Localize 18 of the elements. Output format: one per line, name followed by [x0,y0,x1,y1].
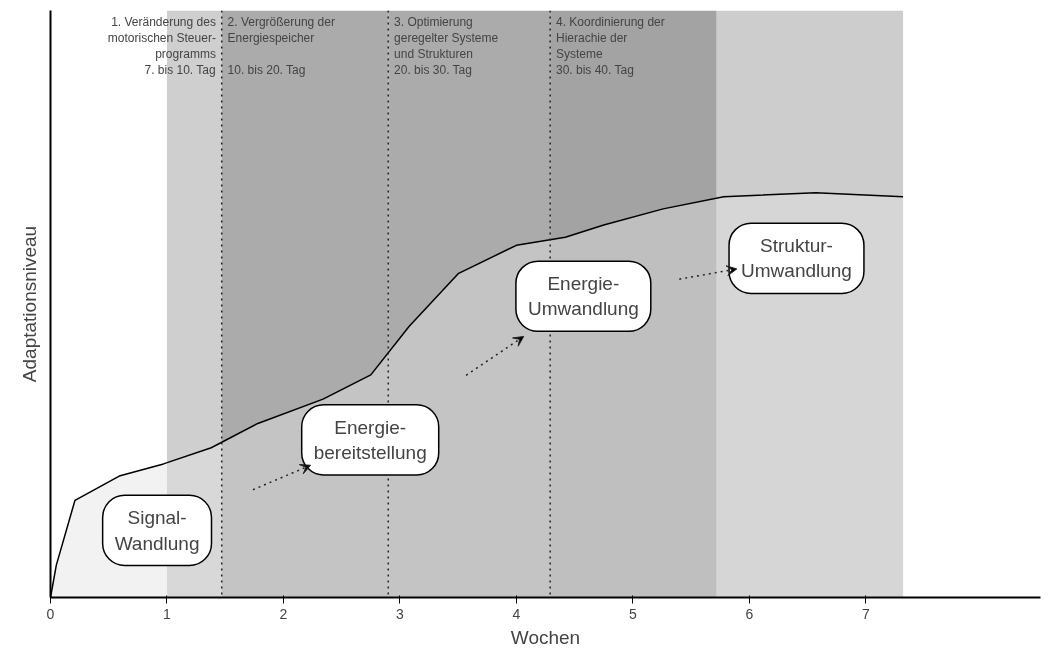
band-label: 3. Optimierung geregelter Systeme und Strukturen 20. bis 30. Tag [394,14,499,77]
x-tick-label: 1 [163,605,172,622]
annotation: Energie- bereitstellung [313,416,427,464]
x-axis-title: Wochen [510,626,581,648]
x-tick-label: 0 [46,605,55,622]
x-tick-label: 3 [396,605,405,622]
x-tick-label: 5 [628,605,637,622]
band-label: 1. Veränderung des motorischen Steuer- programms 7. bis 10. Tag [107,14,216,77]
x-tick-label: 7 [861,605,870,622]
x-tick-label: 2 [279,605,288,622]
annotation: Signal- Wandlung [114,507,200,554]
annotation: Struktur- Umwandlung [741,235,852,282]
x-tick-label: 4 [512,605,521,622]
y-axis-title: Adaptationsniveau [18,225,40,383]
annotation: Energie- Umwandlung [527,273,639,320]
text: 2. Vergrößerung der Energiespeicher 10. bis 20. Tag [227,14,335,77]
band-label: 4. Koordinierung der Hierachie der Systeme 30. bis 40. Tag [555,14,665,77]
x-tick-label: 6 [745,605,754,622]
